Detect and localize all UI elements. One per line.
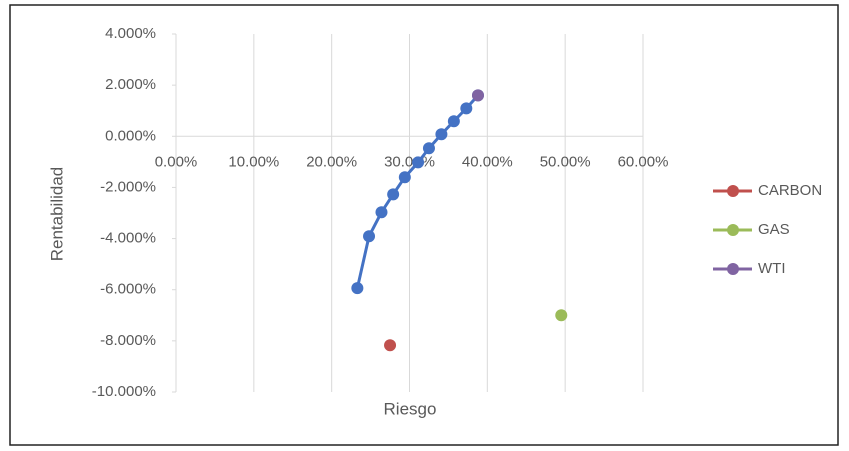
- legend-label: GAS: [758, 221, 790, 238]
- y-tick-label: -6.000%: [100, 281, 156, 298]
- y-tick-label: -4.000%: [100, 230, 156, 247]
- x-tick-label: 30.00%: [384, 153, 435, 170]
- point: [412, 156, 425, 169]
- point: [422, 142, 435, 155]
- y-tick-label: 4.000%: [105, 25, 156, 42]
- point: [435, 128, 448, 141]
- point: [398, 171, 411, 184]
- legend-marker: [727, 185, 739, 197]
- point: [460, 102, 473, 115]
- y-tick-label: 2.000%: [105, 76, 156, 93]
- x-axis-title: Riesgo: [384, 399, 437, 418]
- x-tick-label: 20.00%: [306, 153, 357, 170]
- y-tick-label: -2.000%: [100, 178, 156, 195]
- point: [351, 282, 364, 295]
- point: [555, 309, 568, 322]
- point: [387, 188, 400, 201]
- y-tick-label: 0.000%: [105, 127, 156, 144]
- legend-marker: [727, 224, 739, 236]
- x-tick-label: 40.00%: [462, 153, 513, 170]
- point: [447, 115, 460, 128]
- legend-marker: [727, 263, 739, 275]
- chart-border: [9, 4, 839, 446]
- y-axis-title: Rentabilidad: [47, 167, 66, 262]
- point: [363, 230, 376, 243]
- x-tick-label: 50.00%: [540, 153, 591, 170]
- x-tick-label: 10.00%: [228, 153, 279, 170]
- point: [384, 339, 397, 352]
- legend-label: CARBON: [758, 182, 822, 199]
- point: [471, 89, 484, 102]
- y-tick-label: -10.000%: [92, 383, 156, 400]
- point: [375, 206, 388, 219]
- legend-label: WTI: [758, 260, 786, 277]
- y-tick-label: -8.000%: [100, 332, 156, 349]
- x-tick-label: 60.00%: [618, 153, 669, 170]
